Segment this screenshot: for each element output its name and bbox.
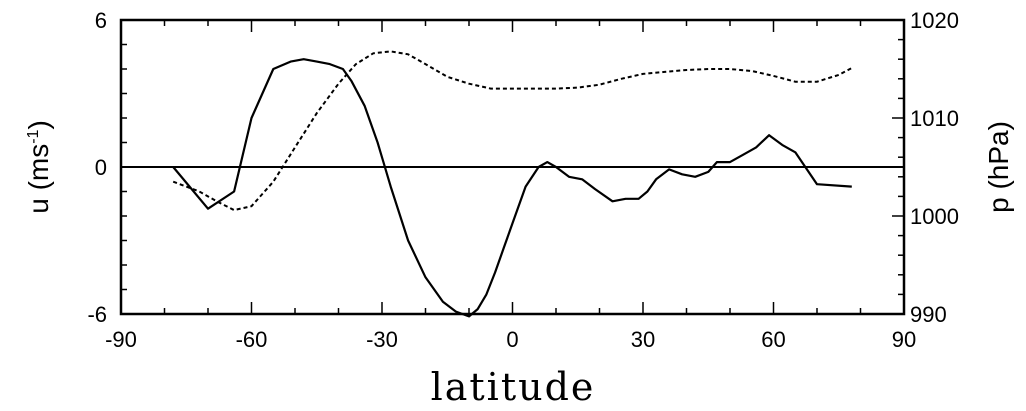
y-right-tick-label: 1020 bbox=[910, 8, 959, 33]
y-right-tick-labels: 990 1000 1010 1020 bbox=[910, 8, 959, 327]
series-p-line bbox=[172, 50, 853, 212]
x-tick-label: 0 bbox=[506, 327, 518, 352]
y-left-tick-labels: -6 0 6 bbox=[87, 8, 107, 327]
y-axis-left-label: u (ms-1) bbox=[23, 120, 54, 214]
series-u-line bbox=[172, 58, 852, 318]
x-tick-labels: -90 -60 -30 0 30 60 90 bbox=[105, 327, 916, 352]
x-tick-label: 60 bbox=[761, 327, 785, 352]
y-right-tick-label: 990 bbox=[910, 302, 947, 327]
x-tick-label: -30 bbox=[366, 327, 398, 352]
x-tick-label: -90 bbox=[105, 327, 137, 352]
plot-frame bbox=[119, 18, 906, 316]
y-left-tick-label: -6 bbox=[87, 302, 107, 327]
x-tick-label: -60 bbox=[236, 327, 268, 352]
y-right-tick-label: 1010 bbox=[910, 106, 959, 131]
x-axis-label: latitude bbox=[431, 365, 596, 409]
y-axis-right-label: p (hPa) bbox=[983, 121, 1014, 213]
x-tick-label: 90 bbox=[892, 327, 916, 352]
y-left-tick-label: 6 bbox=[95, 8, 107, 33]
y-left-tick-label: 0 bbox=[95, 155, 107, 180]
x-tick-label: 30 bbox=[631, 327, 655, 352]
y-right-tick-label: 1000 bbox=[910, 204, 959, 229]
